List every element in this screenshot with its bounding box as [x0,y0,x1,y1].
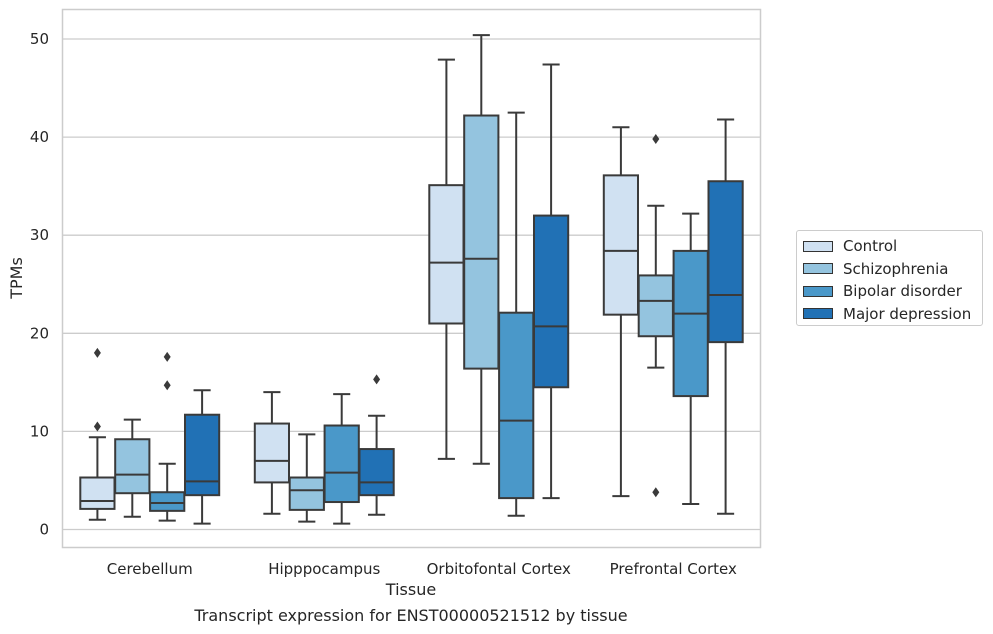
box [323,393,360,525]
box [532,63,570,500]
x-tick-label: Cerebellum [107,560,193,578]
x-tick-labels: Cerebellum Hipppocampus Orbitofontal Corte… [107,560,737,578]
y-tick-label: 30 [30,226,49,244]
legend-item: Bipolar disorder [803,280,982,303]
box-body [463,114,500,370]
box-body [183,413,221,497]
box [253,391,291,515]
legend-label: Bipolar disorder [843,282,962,301]
outlier-point [93,421,101,432]
series-schizophrenia [114,34,674,523]
x-tick-label: Hipppocampus [268,560,380,578]
outlier-point [163,351,171,362]
box-body [323,424,360,504]
gridlines [62,38,761,531]
outlier-point [93,347,101,358]
box-body [79,476,116,510]
box-body [672,249,709,398]
box-body [288,476,325,511]
legend-swatch [803,263,833,275]
legend-swatch [803,240,833,252]
legend-label: Control [843,237,898,256]
y-tick-label: 20 [30,324,49,342]
legend-label: Major depression [843,304,972,323]
legend-item: Major depression [803,303,982,326]
x-tick-label: Prefrontal Cortex [610,560,737,578]
box-body [358,448,395,497]
box [463,34,500,465]
box-body [637,274,674,338]
y-tick-labels: 0 10 20 30 40 50 [30,30,49,539]
legend-swatch [803,308,833,320]
outlier-point [373,374,381,385]
series-major-depression [183,63,744,525]
box [183,389,221,525]
x-tick-label: Orbitofontal Cortex [427,560,571,578]
box [498,111,535,517]
box [288,433,325,523]
legend-swatch [803,285,833,297]
outlier-point [163,380,171,391]
box-body [498,311,535,500]
box [149,351,186,522]
y-tick-label: 40 [30,128,49,146]
box-body [114,438,151,495]
outlier-point [652,487,660,498]
box [707,118,744,515]
series-control [79,58,640,521]
box-body [253,422,291,484]
y-axis-label: TPMs [7,257,26,300]
box-body [532,214,570,389]
box-body [602,174,640,316]
box [114,418,151,518]
y-tick-label: 0 [39,521,49,539]
box-body [149,491,186,512]
y-tick-label: 50 [30,30,49,48]
outlier-point [652,134,660,145]
x-axis-label: Tissue [385,580,436,599]
box [428,58,465,460]
legend-item: Control [803,235,982,258]
y-tick-label: 10 [30,422,49,440]
box [672,212,709,505]
box [602,126,640,498]
series-bipolar-disorder [149,111,709,525]
box [637,134,674,498]
legend-item: Schizophrenia [803,258,982,281]
box [79,347,116,521]
legend: Control Schizophrenia Bipolar disorder Majo… [796,230,983,326]
box [358,374,395,516]
box-series [79,34,744,525]
box-body [428,184,465,325]
legend-label: Schizophrenia [843,259,949,278]
box-body [707,180,744,344]
chart-caption: Transcript expression for ENST0000052151… [194,606,628,625]
